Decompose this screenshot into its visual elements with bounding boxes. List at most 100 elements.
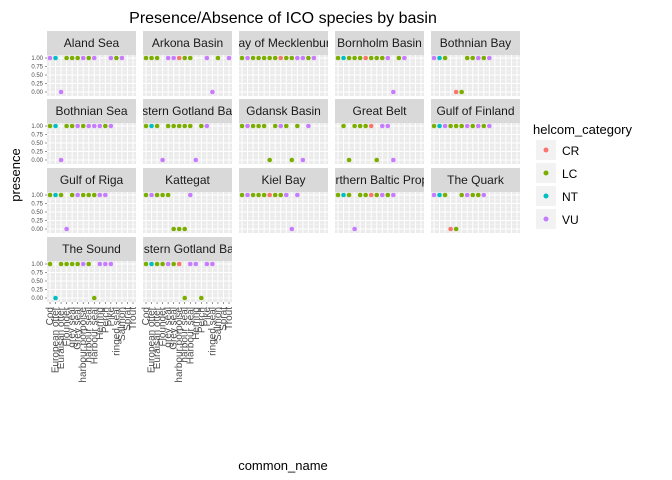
facet-strip [239, 31, 328, 55]
data-point [171, 123, 176, 129]
facet-panel: Bornholm Basin [335, 31, 424, 96]
data-point [442, 123, 448, 129]
data-point [481, 192, 487, 198]
facet-panel: Gulf of Riga 0.00 0.25 0.50 0.75 1.00 [31, 168, 136, 233]
x-tick-label: European otter [51, 306, 62, 373]
data-point [86, 192, 92, 198]
facet-panel: Gulf of Finland [431, 99, 520, 164]
facet-strip-label: Eastern Gotland Basin [127, 104, 247, 118]
facet-strip [239, 99, 328, 123]
facet-strip-label: Bothnian Bay [440, 36, 511, 50]
facet-strip [47, 31, 136, 55]
legend-marker [543, 193, 549, 199]
data-point [114, 55, 119, 61]
x-tick-label: Grey seal [169, 307, 180, 350]
data-point [245, 123, 250, 129]
y-tick-label: 0.50 [31, 210, 43, 216]
data-point [487, 123, 492, 129]
x-tick-label: Salmon [213, 307, 224, 341]
data-point [149, 261, 154, 267]
data-point [256, 55, 261, 61]
data-point [289, 226, 295, 232]
facet-panel: Bay of Mecklenburg [239, 31, 328, 96]
data-point [363, 123, 368, 129]
data-point [143, 123, 149, 129]
data-point [69, 192, 75, 198]
data-point [47, 123, 53, 129]
data-point [437, 192, 442, 198]
facet-strip [335, 31, 424, 55]
legend-label: VU [562, 213, 579, 227]
x-tick-label: harbour seal [180, 307, 191, 363]
data-point [103, 123, 108, 129]
data-point [53, 295, 58, 301]
data-point [53, 192, 58, 198]
data-point [86, 55, 92, 61]
data-point [261, 192, 267, 198]
x-tick-label: ringed seal [207, 307, 218, 356]
data-point [165, 261, 171, 267]
data-point [69, 55, 75, 61]
data-point [239, 123, 245, 129]
facet-panel: Great Belt [335, 99, 424, 164]
data-point [250, 192, 256, 198]
data-point [481, 123, 487, 129]
data-point [75, 192, 80, 198]
data-point [160, 157, 165, 163]
y-tick-label: 1.00 [31, 193, 43, 199]
data-point [165, 192, 171, 198]
data-point [226, 55, 232, 61]
facet-strip [143, 237, 232, 261]
data-point [341, 192, 346, 198]
data-point [160, 192, 165, 198]
y-tick-label: 0.25 [31, 82, 43, 88]
data-point [75, 55, 80, 61]
data-point [187, 123, 193, 129]
x-tick-label: Trout [128, 307, 139, 330]
data-point [239, 192, 245, 198]
data-point [64, 261, 69, 267]
x-tick-label: Pike [106, 307, 117, 327]
data-point [91, 55, 97, 61]
data-point [431, 192, 437, 198]
y-tick-label: 0.25 [31, 288, 43, 294]
data-point [108, 123, 114, 129]
data-point [295, 123, 300, 129]
x-tick-label: grey seal [67, 307, 78, 348]
data-point [47, 192, 53, 198]
x-tick-label: Grey seal [73, 307, 84, 350]
data-point [475, 123, 481, 129]
data-point [193, 157, 199, 163]
facet-strip [47, 99, 136, 123]
data-point [464, 55, 470, 61]
data-point [245, 55, 250, 61]
data-point [261, 55, 267, 61]
data-point [176, 226, 182, 232]
data-point [368, 123, 374, 129]
data-point [481, 55, 487, 61]
x-tick-label: Harbour seal [89, 307, 100, 364]
y-tick-label: 0.50 [31, 279, 43, 285]
x-tick-label: ringed seal [111, 307, 122, 356]
facet-panel: The Quark [431, 168, 520, 233]
data-point [210, 89, 215, 95]
data-point [431, 55, 437, 61]
x-tick-label: Herring [95, 307, 106, 340]
data-point [267, 157, 272, 163]
data-point [453, 226, 459, 232]
data-point [475, 192, 481, 198]
facet-panel: Bothnian Sea 0.00 0.25 0.50 0.75 1.00 [31, 99, 136, 164]
data-point [283, 55, 289, 61]
data-point [171, 226, 176, 232]
x-tick-label: Perch [196, 307, 207, 333]
data-point [97, 261, 103, 267]
data-point [283, 123, 289, 129]
data-point [448, 123, 453, 129]
data-point [448, 226, 453, 232]
data-point [437, 55, 442, 61]
data-point [165, 123, 171, 129]
data-point [289, 55, 295, 61]
x-tick-label: harbour porpoise [78, 307, 89, 383]
data-point [374, 192, 380, 198]
data-point [261, 123, 267, 129]
